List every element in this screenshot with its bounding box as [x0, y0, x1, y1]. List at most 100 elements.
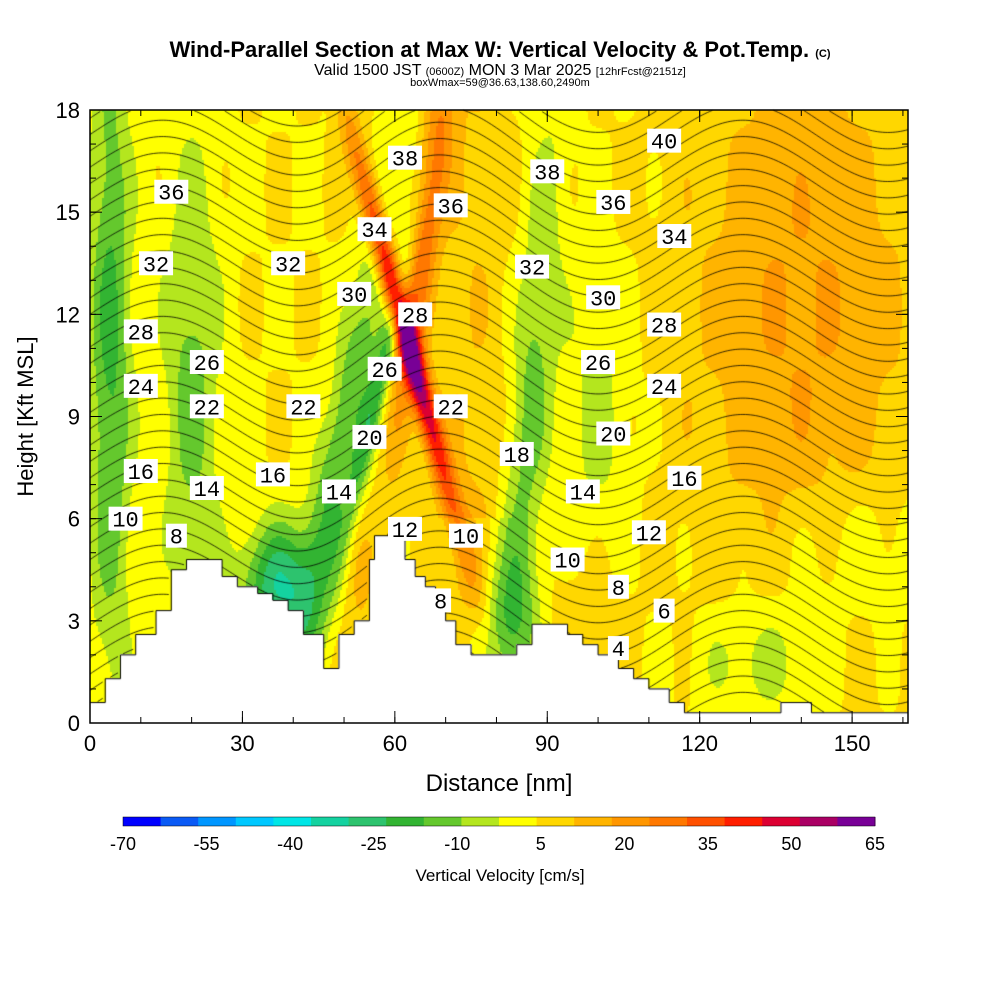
copyright-mark: (C) [815, 48, 831, 60]
contour-label: 26 [194, 352, 220, 377]
contour-label: 8 [612, 577, 625, 602]
colorbar-swatch [423, 817, 462, 826]
contour-label-bg [657, 224, 692, 249]
contour-label: 8 [434, 590, 447, 615]
colorbar-swatch [461, 817, 500, 826]
contour-label-bg [123, 319, 158, 344]
contour-label-bg [321, 479, 356, 504]
contour-label-bg [499, 441, 534, 466]
valid-time-line: Valid 1500 JST (0600Z) MON 3 Mar 2025 [1… [0, 62, 1000, 80]
contour-label: 20 [356, 427, 382, 452]
x-tick-label: 120 [681, 731, 718, 756]
y-tick-label: 3 [68, 609, 80, 634]
contour-label: 8 [170, 526, 183, 551]
contour-label: 24 [128, 376, 154, 401]
contour-label: 24 [651, 376, 677, 401]
chart-title-text: Wind-Parallel Section at Max W: Vertical… [169, 37, 810, 62]
contour-label: 28 [651, 315, 677, 340]
colorbar-tick-label: 35 [698, 834, 718, 854]
x-tick-label: 60 [383, 731, 407, 756]
contour-label: 20 [600, 424, 626, 449]
contour-label-bg [596, 421, 631, 446]
colorbar-tick-label: 50 [781, 834, 801, 854]
contour-label-bg [271, 251, 306, 276]
contour-label-bg [139, 251, 174, 276]
colorbar-swatch [198, 817, 237, 826]
contour-label: 10 [554, 550, 580, 575]
colorbar-tick-label: 5 [536, 834, 546, 854]
colorbar-swatch [611, 817, 650, 826]
contour-label-bg [367, 356, 402, 381]
contour-label-bg [433, 394, 468, 419]
contour-label: 40 [651, 131, 677, 156]
contour-label-bg [165, 523, 187, 548]
y-tick-label: 6 [68, 507, 80, 532]
colorbar-swatch [348, 817, 387, 826]
contour-label-bg [586, 285, 621, 310]
contour-label-bg [433, 193, 468, 218]
contour-label-bg [647, 312, 682, 337]
contour-label-bg [515, 254, 550, 279]
contour-label-bg [189, 476, 224, 501]
valid-utc-time: (0600Z) [425, 66, 465, 78]
contour-label-bg [667, 465, 702, 490]
contour-label-bg [653, 598, 675, 623]
x-axis-label: Distance [nm] [426, 770, 573, 797]
x-tick-label: 90 [535, 731, 559, 756]
contour-label: 22 [438, 396, 464, 421]
x-tick-label: 150 [834, 731, 871, 756]
colorbar-swatch [235, 817, 274, 826]
contour-label: 30 [341, 284, 367, 309]
contour-label: 16 [128, 461, 154, 486]
contour-label: 14 [570, 481, 596, 506]
colorbar-swatch [724, 817, 763, 826]
contour-label: 22 [194, 396, 220, 421]
contour-label: 4 [612, 638, 625, 663]
contour-label: 12 [392, 519, 418, 544]
colorbar-frame [122, 816, 876, 827]
colorbar-swatch [687, 817, 726, 826]
valid-date: MON 3 Mar 2025 [468, 62, 592, 79]
y-tick-label: 0 [68, 711, 80, 736]
colorbar-swatch [574, 817, 613, 826]
contour-label-bg [448, 523, 483, 548]
colorbar-swatch [762, 817, 801, 826]
contour-label: 12 [636, 522, 662, 547]
contour-label: 14 [194, 478, 220, 503]
contour-label: 28 [402, 304, 428, 329]
contour-label-bg [189, 394, 224, 419]
forecast-info: [12hrFcst@2151z] [595, 66, 686, 78]
contour-label: 26 [371, 359, 397, 384]
contour-label-bg [255, 462, 290, 487]
contour-label: 32 [519, 257, 545, 282]
contour-label: 10 [453, 526, 479, 551]
contour-label: 26 [585, 352, 611, 377]
contour-label-bg [581, 350, 616, 375]
colorbar-swatch [536, 817, 575, 826]
contour-label: 32 [143, 253, 169, 278]
valid-local-time: Valid 1500 JST [314, 62, 422, 79]
colorbar-tick-label: 65 [865, 834, 885, 854]
contour-label-bg [108, 506, 143, 531]
contour-label: 36 [600, 192, 626, 217]
y-tick-label: 12 [56, 302, 80, 327]
x-tick-label: 0 [84, 731, 96, 756]
contour-label-bg [607, 574, 629, 599]
contour-label-bg [550, 547, 585, 572]
contour-label: 32 [275, 253, 301, 278]
contour-label-bg [596, 189, 631, 214]
chart-title: Wind-Parallel Section at Max W: Vertical… [0, 37, 1000, 63]
colorbar-tick-label: -40 [277, 834, 303, 854]
colorbar-swatch [499, 817, 538, 826]
contour-label-bg [430, 588, 452, 613]
contour-label: 34 [661, 226, 687, 251]
contour-label-bg [388, 516, 423, 541]
contour-label-bg [123, 458, 158, 483]
colorbar-swatch [649, 817, 688, 826]
contour-label-bg [565, 479, 600, 504]
contour-label: 16 [671, 468, 697, 493]
contour-label: 38 [392, 148, 418, 173]
contour-label: 36 [438, 195, 464, 220]
